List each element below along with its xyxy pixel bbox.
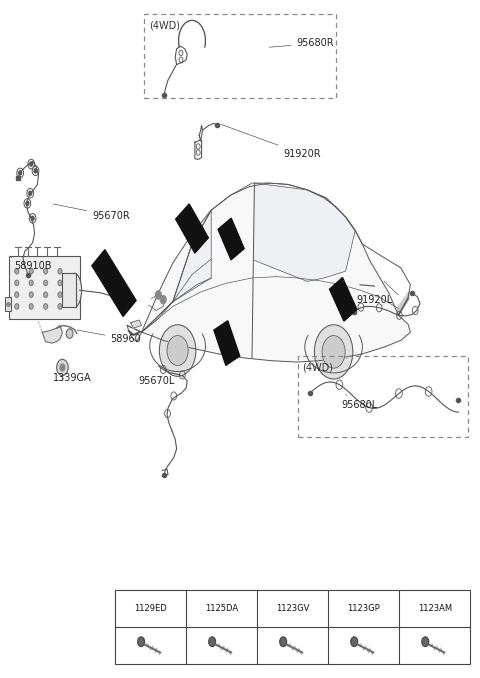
Text: 95670R: 95670R — [53, 204, 130, 220]
Circle shape — [29, 268, 33, 274]
Circle shape — [15, 268, 19, 274]
Circle shape — [29, 304, 33, 309]
Circle shape — [57, 359, 68, 376]
Text: 58910B: 58910B — [11, 258, 52, 271]
Circle shape — [15, 292, 19, 298]
Polygon shape — [92, 250, 136, 317]
Text: 95680L: 95680L — [342, 395, 378, 410]
Circle shape — [30, 162, 33, 166]
Circle shape — [44, 292, 48, 298]
Circle shape — [58, 304, 62, 309]
Circle shape — [280, 637, 287, 647]
Polygon shape — [254, 183, 355, 281]
Text: 95680R: 95680R — [269, 39, 334, 48]
Circle shape — [15, 304, 19, 309]
Circle shape — [19, 171, 22, 175]
Bar — [115, 590, 470, 664]
Circle shape — [15, 280, 19, 285]
Text: 1123GP: 1123GP — [348, 604, 380, 613]
Circle shape — [138, 637, 144, 647]
Circle shape — [351, 637, 358, 647]
Circle shape — [31, 216, 34, 220]
Bar — [5, 297, 11, 311]
Circle shape — [167, 336, 188, 365]
Circle shape — [58, 292, 62, 298]
Circle shape — [29, 191, 32, 195]
Circle shape — [159, 325, 196, 376]
Bar — [144, 14, 336, 98]
Polygon shape — [176, 204, 208, 253]
Polygon shape — [142, 210, 211, 332]
Text: 1123GV: 1123GV — [276, 604, 310, 613]
Text: 58960: 58960 — [77, 330, 141, 344]
Circle shape — [322, 336, 345, 368]
Circle shape — [422, 637, 429, 647]
Bar — [62, 273, 76, 307]
Circle shape — [160, 296, 166, 304]
Circle shape — [60, 364, 65, 371]
Circle shape — [156, 291, 161, 299]
Bar — [298, 356, 468, 437]
Polygon shape — [397, 292, 409, 316]
Text: 1129ED: 1129ED — [134, 604, 167, 613]
Circle shape — [34, 169, 37, 173]
Circle shape — [44, 280, 48, 285]
Circle shape — [58, 280, 62, 285]
Circle shape — [29, 292, 33, 298]
Text: (4WD): (4WD) — [149, 20, 180, 31]
Polygon shape — [127, 183, 410, 362]
Circle shape — [66, 329, 73, 338]
Polygon shape — [131, 320, 142, 328]
Text: 1125DA: 1125DA — [205, 604, 239, 613]
Polygon shape — [214, 321, 240, 365]
Polygon shape — [218, 218, 244, 260]
Circle shape — [44, 304, 48, 309]
Circle shape — [209, 637, 216, 647]
Circle shape — [44, 268, 48, 274]
Text: (4WD): (4WD) — [302, 363, 334, 373]
Circle shape — [26, 201, 29, 205]
Text: 91920L: 91920L — [356, 295, 393, 309]
Circle shape — [29, 280, 33, 285]
Bar — [9, 256, 80, 319]
Polygon shape — [42, 325, 62, 343]
Text: 1339GA: 1339GA — [53, 367, 91, 382]
Text: 1123AM: 1123AM — [418, 604, 452, 613]
Circle shape — [314, 325, 353, 379]
Text: 95670L: 95670L — [138, 370, 175, 386]
Ellipse shape — [67, 273, 82, 307]
Text: 91920R: 91920R — [221, 124, 321, 159]
Circle shape — [58, 268, 62, 274]
Polygon shape — [330, 277, 357, 321]
